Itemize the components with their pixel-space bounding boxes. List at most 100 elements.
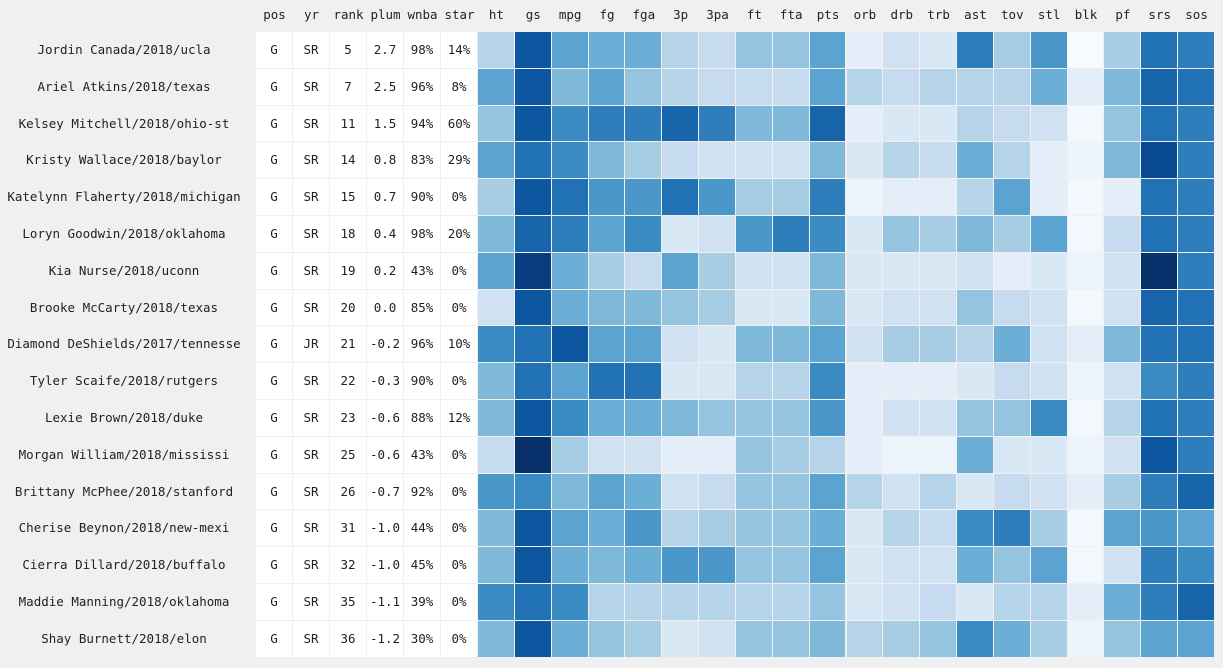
heat-cell-trb [920,216,957,252]
heat-cell-3p [662,179,699,215]
text-cell-background [367,32,403,68]
heat-cell-ht [478,363,514,399]
heat-cell-fg [588,32,625,68]
text-cell-pos: G [270,262,278,278]
row-label: Shay Burnett/2018/elon [41,630,207,646]
heat-cell-stl [1030,289,1067,326]
heat-cell-gs [514,179,551,215]
heat-cell-sos [1178,289,1214,326]
text-cell-background [293,105,329,142]
heat-cell-mpg [551,400,588,436]
text-cell-background [256,105,292,142]
heat-cell-pts [809,363,846,399]
heat-cell-srs [1141,473,1178,510]
heat-cell-orb [846,436,883,473]
row-label: Diamond DeShields/2017/tennesse [7,336,241,352]
heat-cell-drb [883,436,920,473]
heat-cell-pts [809,510,846,547]
heat-cell-pf [1104,142,1141,179]
heat-cell-ht [478,584,514,620]
heat-cell-ast [957,216,993,252]
text-cell-background [256,400,292,436]
heat-cell-trb [920,326,957,363]
text-cell-rank: 31 [340,520,356,536]
heat-cell-tov [993,289,1030,326]
text-cell-background [256,68,292,105]
heat-cell-3pa [699,620,735,657]
text-cell-background [441,252,477,289]
text-cell-background [367,68,403,105]
text-cell-background [256,620,292,657]
heat-cell-srs [1141,289,1178,326]
text-cell-background [404,363,440,399]
text-cell-background [293,363,329,399]
text-cell-background [256,547,292,583]
heat-cell-ht [478,252,514,289]
heat-cell-pts [809,547,846,583]
text-cell-background [330,32,366,68]
heat-cell-pts [809,179,846,215]
heat-cell-ht [478,179,514,215]
text-cell-background [293,584,329,620]
heat-cell-sos [1178,326,1214,363]
text-cell-background [404,252,440,289]
heat-cell-drb [883,105,920,142]
heat-cell-pf [1104,252,1141,289]
text-cell-background [441,436,477,473]
text-cell-background [256,510,292,547]
heat-cell-orb [846,179,883,215]
heat-cell-ast [957,510,993,547]
heat-cell-sos [1178,400,1214,436]
text-cell-background [256,216,292,252]
heat-cell-gs [514,584,551,620]
text-cell-background [330,584,366,620]
heat-cell-trb [920,68,957,105]
heat-cell-fg [588,400,625,436]
text-cell-star: 29% [447,152,471,168]
heat-cell-fga [625,289,662,326]
heat-cell-pf [1104,510,1141,547]
heat-cell-fg [588,547,625,583]
heat-cell-drb [883,620,920,657]
text-cell-wnba: 85% [410,299,434,315]
text-cell-background [441,584,477,620]
row-label: Jordin Canada/2018/ucla [37,42,211,57]
heat-cell-blk [1067,473,1104,510]
heat-cell-ft [735,326,772,363]
heat-cell-drb [883,400,920,436]
text-cell-wnba: 30% [410,630,434,646]
text-cell-background [441,216,477,252]
text-cell-wnba: 94% [410,115,434,131]
text-cell-wnba: 88% [410,410,434,425]
heat-cell-ht [478,473,514,510]
heat-cell-stl [1030,216,1067,252]
heat-cell-ast [957,326,993,363]
heat-cell-ft [735,473,772,510]
text-cell-background [256,142,292,179]
text-cell-background [404,436,440,473]
text-cell-wnba: 98% [410,42,434,57]
column-header-plum: plum [370,7,401,22]
text-cell-plum: -1.0 [369,520,401,536]
heat-cell-ft [735,547,772,583]
text-cell-star: 60% [447,115,471,131]
row-label: Kia Nurse/2018/uconn [48,262,200,278]
heat-cell-drb [883,547,920,583]
heat-cell-3p [662,620,699,657]
heat-cell-sos [1178,142,1214,179]
text-cell-background [367,584,403,620]
text-cell-background [330,326,366,363]
text-cell-rank: 22 [340,373,356,389]
heat-cell-sos [1178,620,1214,657]
heat-cell-blk [1067,68,1104,105]
heat-cell-orb [846,363,883,399]
text-cell-background [330,289,366,326]
heat-cell-3pa [699,363,735,399]
heat-cell-ast [957,620,993,657]
text-cell-background [367,436,403,473]
text-cell-background [404,400,440,436]
text-cell-pos: G [270,594,278,609]
heat-cell-stl [1030,179,1067,215]
row-label: Kelsey Mitchell/2018/ohio-st [18,115,230,131]
heat-cell-stl [1030,363,1067,399]
